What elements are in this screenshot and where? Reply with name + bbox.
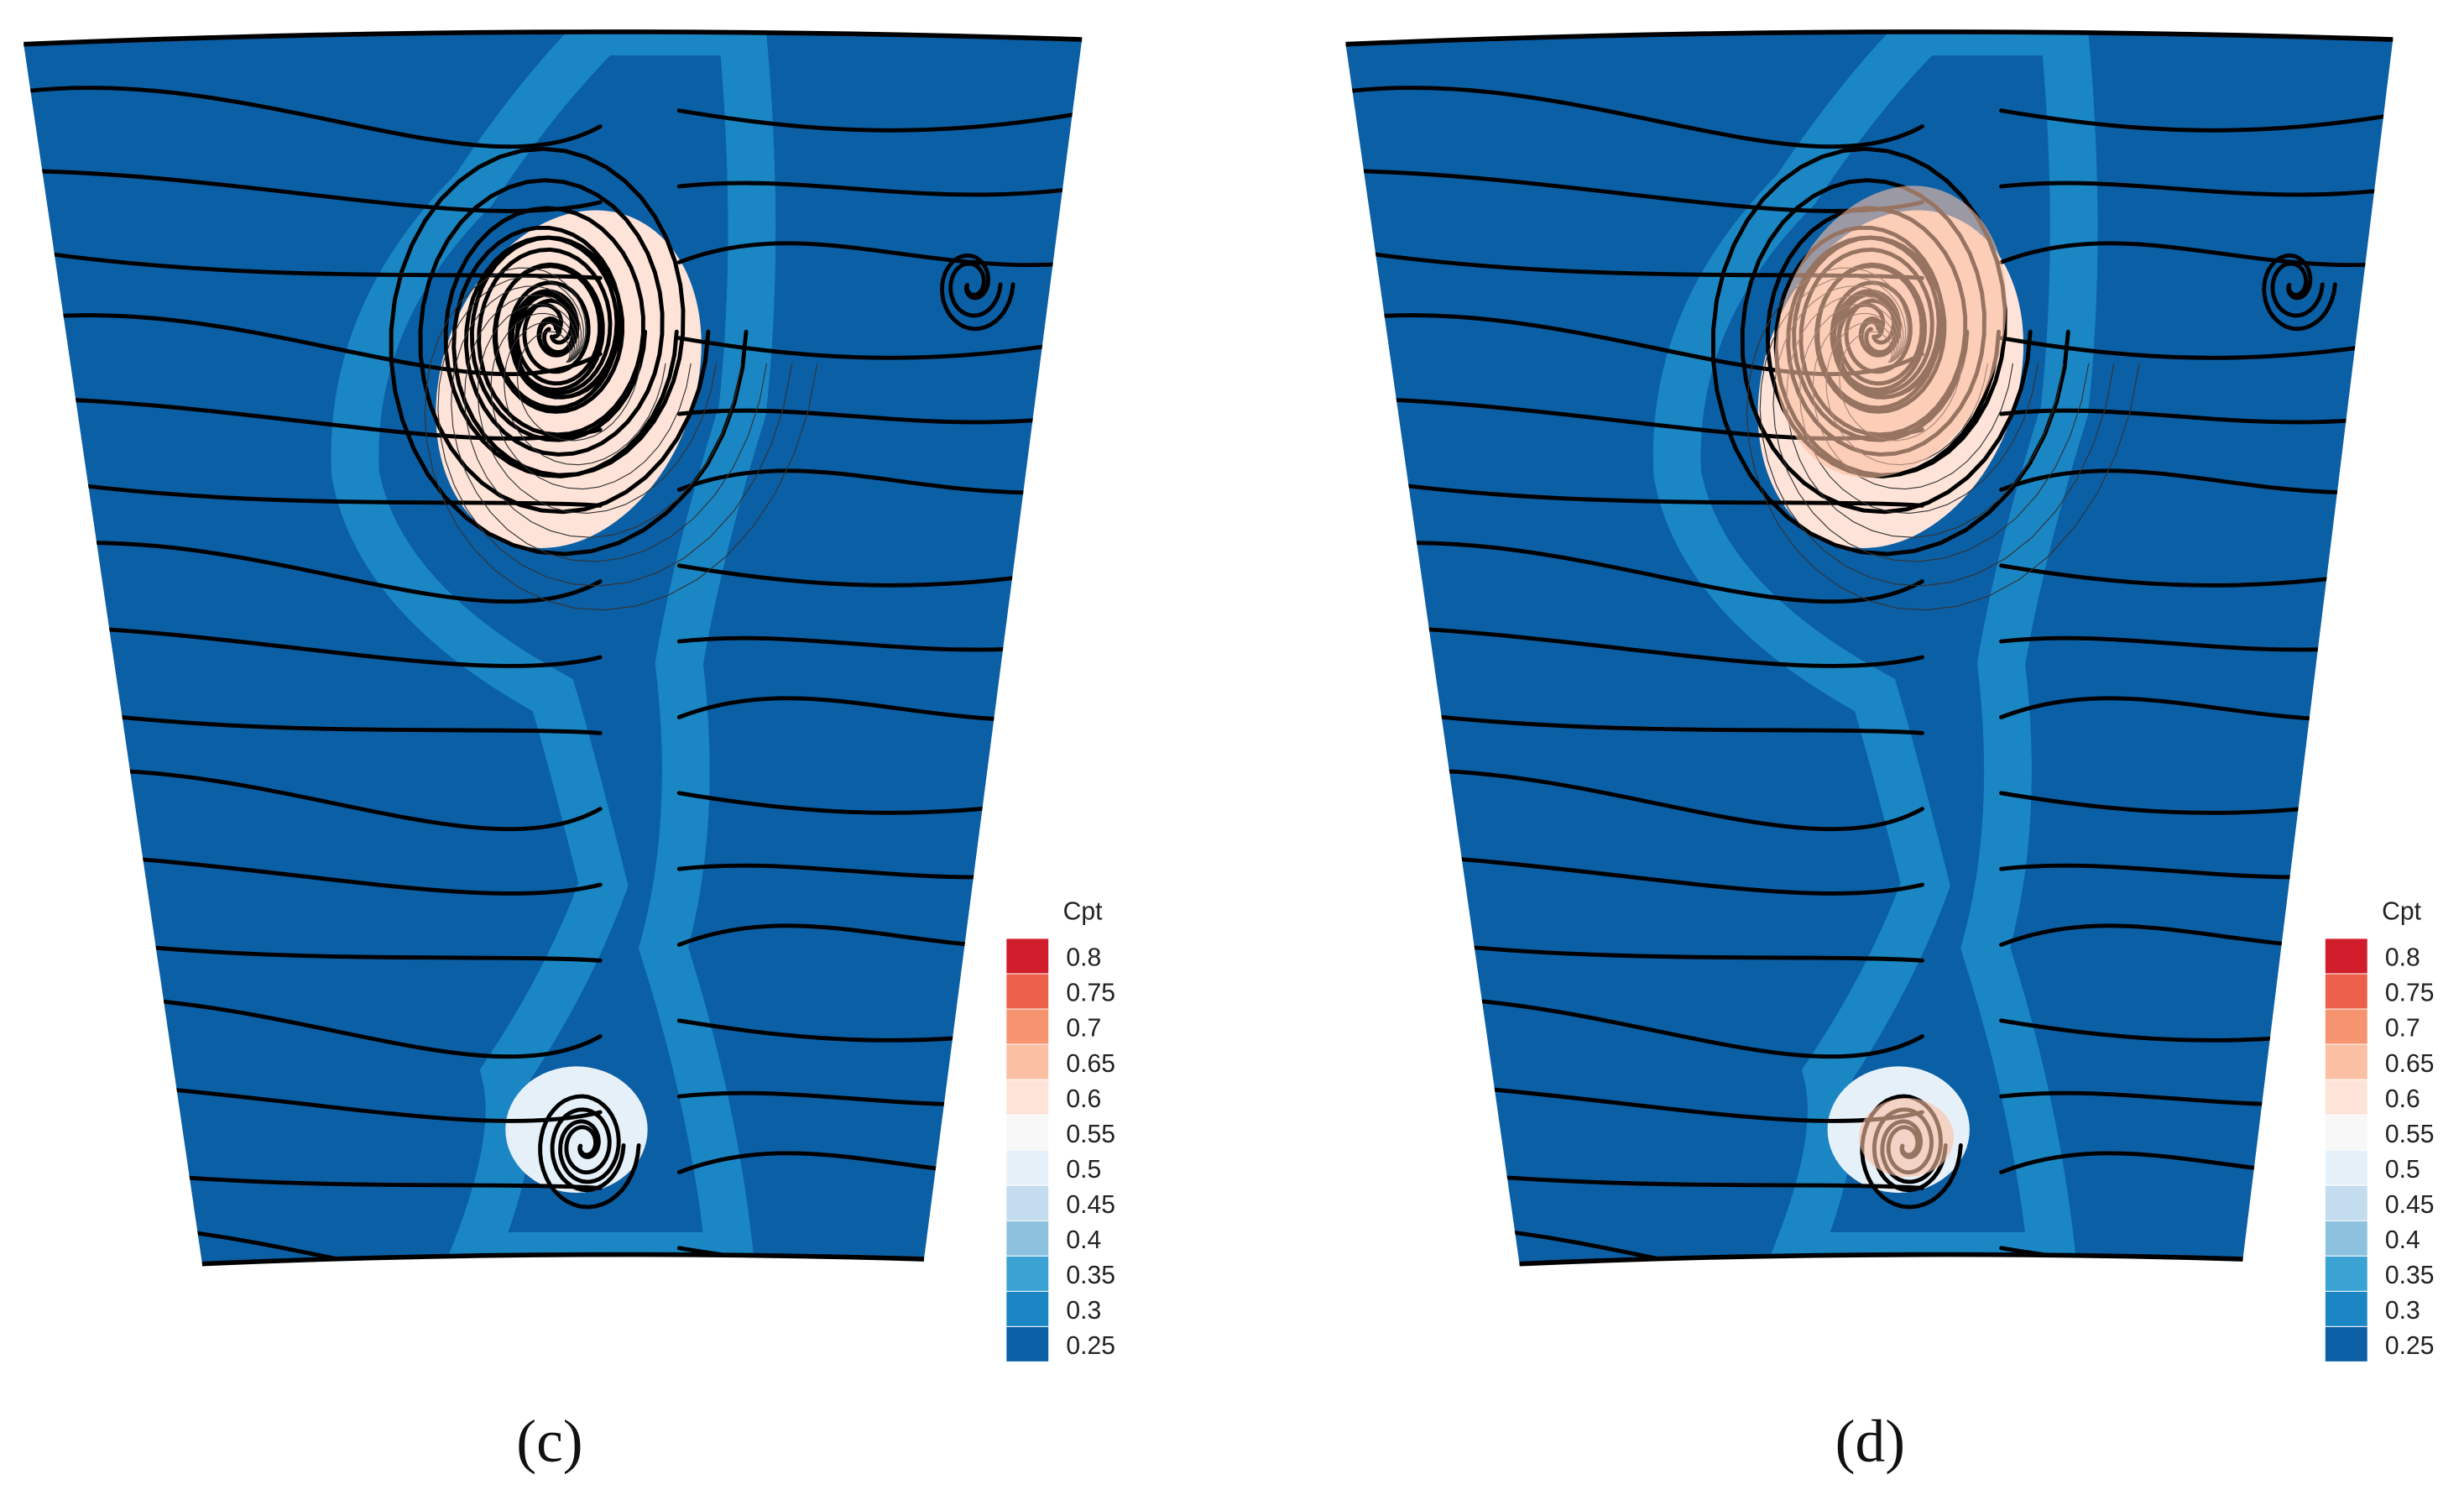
colorbar-label: 0.25 — [2385, 1332, 2435, 1360]
colorbar-swatch — [1005, 1184, 1050, 1221]
colorbar-label: 0.55 — [2385, 1121, 2435, 1148]
colorbar-label: 0.7 — [1066, 1015, 1101, 1043]
colorbar-swatch — [2324, 1008, 2368, 1045]
colorbar-label: 0.8 — [1066, 944, 1101, 972]
colorbar-label: 0.5 — [1066, 1156, 1101, 1184]
colorbar-swatch — [2324, 1255, 2368, 1292]
colorbar-swatch — [1005, 973, 1050, 1010]
colorbar-label: 0.45 — [2385, 1191, 2435, 1219]
colorbar-label: 0.3 — [2385, 1297, 2420, 1325]
colorbar-swatch — [2324, 1325, 2368, 1362]
colorbar-label: 0.6 — [1066, 1085, 1101, 1113]
colorbar-label: 0.4 — [2385, 1226, 2420, 1254]
colorbar-label: 0.35 — [2385, 1262, 2435, 1289]
colorbar-swatch — [2324, 938, 2368, 975]
colorbar-label: 0.8 — [2385, 944, 2420, 972]
colorbar-swatch — [2324, 1290, 2368, 1327]
colorbar-swatch — [1005, 1008, 1050, 1045]
colorbar-swatch — [1005, 1114, 1050, 1151]
colorbar-label: 0.4 — [1066, 1226, 1101, 1254]
colorbar-swatch — [2324, 1184, 2368, 1221]
domain-edge — [1345, 29, 2394, 1267]
colorbar-swatch — [2324, 1220, 2368, 1257]
colorbar-label: 0.7 — [2385, 1015, 2420, 1043]
colorbar-swatch — [2324, 1114, 2368, 1151]
colorbar-swatch — [1005, 1149, 1050, 1186]
colorbar-title: Cpt — [2382, 897, 2421, 925]
contour-field — [1322, 0, 2459, 1295]
colorbar-label: 0.55 — [1066, 1121, 1115, 1148]
panel-label: (d) — [1835, 1409, 1905, 1475]
colorbar-label: 0.25 — [1066, 1332, 1115, 1360]
domain-edge — [23, 29, 1083, 1267]
colorbar-swatch — [2324, 1043, 2368, 1080]
colorbar-label: 0.75 — [2385, 980, 2435, 1007]
colorbar-label: 0.75 — [1066, 980, 1115, 1007]
colorbar-label: 0.35 — [1066, 1262, 1115, 1289]
colorbar-swatch — [1005, 938, 1050, 975]
colorbar-swatch — [1005, 1255, 1050, 1292]
colorbar-swatch — [1005, 1043, 1050, 1080]
colorbar-swatch — [1005, 1290, 1050, 1327]
colorbar-swatch — [1005, 1325, 1050, 1362]
panel-label: (c) — [516, 1409, 582, 1475]
colorbar-label: 0.5 — [2385, 1156, 2420, 1184]
colorbar-swatch — [2324, 1149, 2368, 1186]
colorbar-label: 0.65 — [1066, 1050, 1115, 1078]
colorbar-swatch — [1005, 1079, 1050, 1116]
colorbar-label: 0.3 — [1066, 1297, 1101, 1325]
contour-field — [0, 0, 1137, 1295]
colorbar-label: 0.6 — [2385, 1085, 2420, 1113]
colorbar-title: Cpt — [1063, 897, 1103, 925]
colorbar-label: 0.65 — [2385, 1050, 2435, 1078]
colorbar-swatch — [2324, 973, 2368, 1010]
colorbar-swatch — [2324, 1079, 2368, 1116]
colorbar-swatch — [1005, 1220, 1050, 1257]
colorbar-label: 0.45 — [1066, 1191, 1115, 1219]
